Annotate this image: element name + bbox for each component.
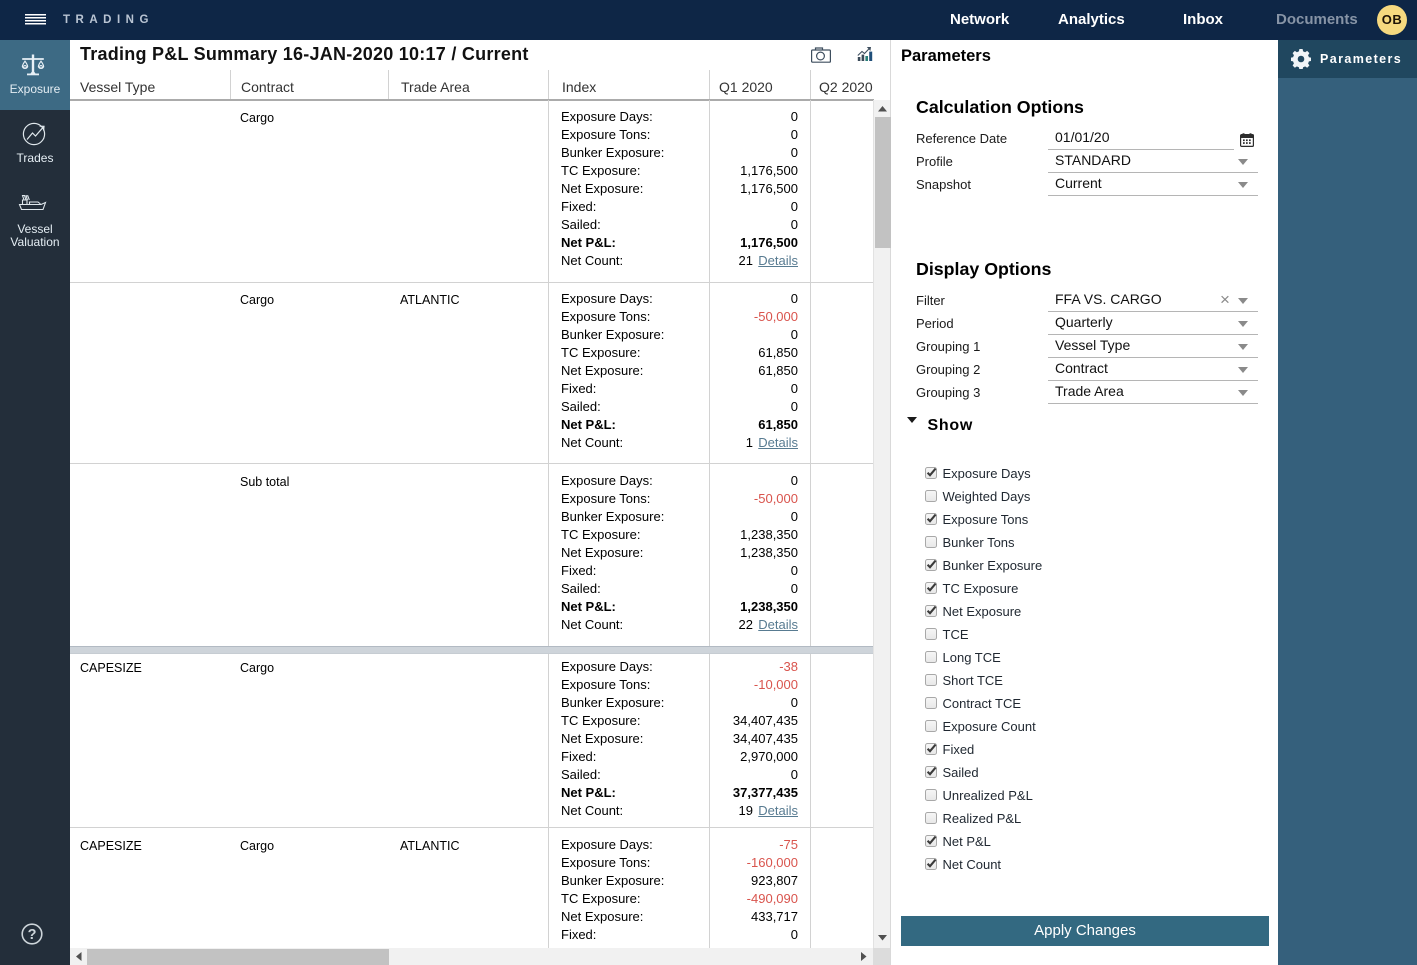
svg-text:?: ? xyxy=(28,927,37,943)
